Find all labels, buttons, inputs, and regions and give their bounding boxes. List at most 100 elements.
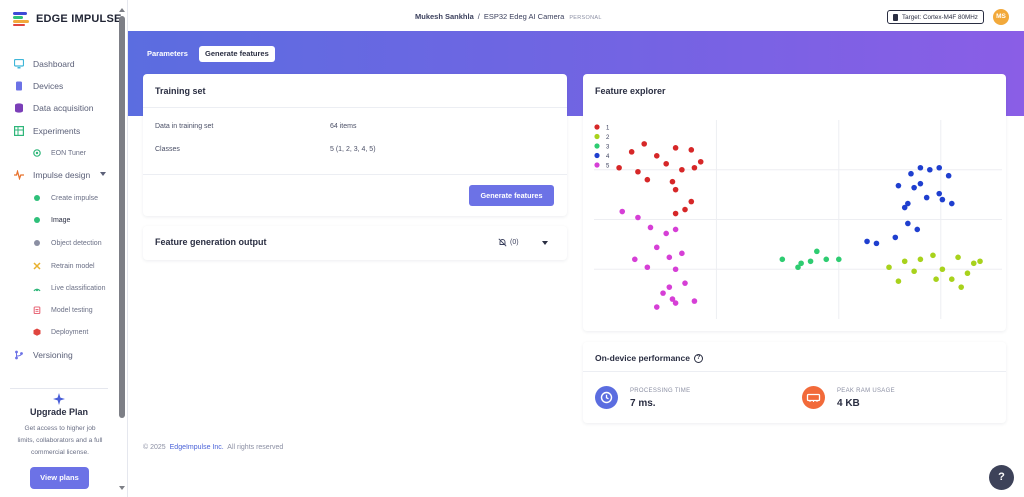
feature-explorer-scatter-plot[interactable]: 1 2 3 4 5 xyxy=(583,74,1006,331)
nav-dashboard[interactable]: Dashboard xyxy=(0,54,118,74)
data-point-class-1[interactable] xyxy=(672,210,679,217)
data-point-class-3[interactable] xyxy=(814,248,820,255)
notifications-toggle[interactable]: (0) xyxy=(498,238,519,247)
nav-deployment[interactable]: Deployment xyxy=(0,323,118,341)
data-point-class-2[interactable] xyxy=(955,254,961,261)
data-point-class-1[interactable] xyxy=(688,147,695,153)
data-point-class-4[interactable] xyxy=(905,200,911,207)
data-point-class-3[interactable] xyxy=(798,260,804,267)
data-point-class-5[interactable] xyxy=(660,290,666,296)
data-point-class-5[interactable] xyxy=(632,256,638,263)
data-point-class-2[interactable] xyxy=(933,276,939,282)
data-point-class-5[interactable] xyxy=(619,208,626,215)
logo[interactable]: EDGE IMPULSE xyxy=(13,12,122,26)
data-point-class-2[interactable] xyxy=(917,256,924,263)
nav-object-detection[interactable]: Object detection xyxy=(0,234,118,252)
nav-versioning[interactable]: Versioning xyxy=(0,345,118,365)
data-point-class-5[interactable] xyxy=(672,300,679,306)
data-point-class-4[interactable] xyxy=(945,172,952,179)
nav-retrain-model[interactable]: Retrain model xyxy=(0,257,118,275)
data-point-class-3[interactable] xyxy=(823,256,830,263)
data-point-class-5[interactable] xyxy=(666,284,673,290)
scroll-up-arrow-icon[interactable] xyxy=(119,8,125,12)
data-point-class-1[interactable] xyxy=(672,145,679,151)
help-button[interactable]: ? xyxy=(989,465,1014,490)
footer-company-link[interactable]: EdgeImpulse Inc. xyxy=(169,444,224,451)
data-point-class-1[interactable] xyxy=(697,158,704,165)
data-point-class-5[interactable] xyxy=(672,266,679,273)
data-point-class-2[interactable] xyxy=(948,276,955,282)
tab-parameters[interactable]: Parameters xyxy=(147,49,188,58)
nav-create-impulse[interactable]: Create impulse xyxy=(0,189,118,207)
data-point-class-1[interactable] xyxy=(653,153,660,159)
data-point-class-1[interactable] xyxy=(679,166,685,173)
data-point-class-5[interactable] xyxy=(691,298,698,304)
data-point-class-4[interactable] xyxy=(873,240,880,247)
data-point-class-4[interactable] xyxy=(923,194,930,201)
scroll-down-arrow-icon[interactable] xyxy=(119,486,125,490)
data-point-class-5[interactable] xyxy=(672,226,679,233)
data-point-class-1[interactable] xyxy=(691,164,698,171)
nav-data-acquisition[interactable]: Data acquisition xyxy=(0,98,118,118)
data-point-class-1[interactable] xyxy=(628,149,635,155)
data-point-class-2[interactable] xyxy=(901,258,908,265)
data-point-class-5[interactable] xyxy=(682,280,688,286)
data-point-class-2[interactable] xyxy=(895,278,902,284)
data-point-class-4[interactable] xyxy=(908,170,914,177)
sidebar-scrollbar-thumb[interactable] xyxy=(119,16,125,418)
help-circle-icon[interactable]: ? xyxy=(693,353,703,363)
data-point-class-1[interactable] xyxy=(663,160,669,167)
data-point-class-3[interactable] xyxy=(779,256,786,263)
data-point-class-1[interactable] xyxy=(669,178,676,185)
data-point-class-4[interactable] xyxy=(936,190,943,197)
data-point-class-1[interactable] xyxy=(616,164,622,171)
data-point-class-2[interactable] xyxy=(939,266,946,273)
data-point-class-5[interactable] xyxy=(679,250,685,257)
data-point-class-5[interactable] xyxy=(666,254,673,261)
data-point-class-4[interactable] xyxy=(895,182,902,189)
avatar[interactable]: MS xyxy=(993,9,1009,25)
data-point-class-2[interactable] xyxy=(977,258,983,265)
chevron-down-icon[interactable] xyxy=(542,241,548,245)
data-point-class-4[interactable] xyxy=(864,238,870,245)
data-point-class-2[interactable] xyxy=(886,264,892,271)
data-point-class-4[interactable] xyxy=(914,226,921,233)
tab-generate-features[interactable]: Generate features xyxy=(199,46,275,62)
feature-generation-output-card[interactable]: Feature generation output (0) xyxy=(143,226,567,260)
data-point-class-1[interactable] xyxy=(644,176,651,183)
data-point-class-2[interactable] xyxy=(958,284,964,290)
data-point-class-4[interactable] xyxy=(911,184,917,191)
nav-image[interactable]: Image xyxy=(0,211,118,229)
data-point-class-4[interactable] xyxy=(939,196,946,203)
data-point-class-1[interactable] xyxy=(682,206,688,213)
data-point-class-5[interactable] xyxy=(663,230,669,237)
data-point-class-1[interactable] xyxy=(641,141,648,147)
data-point-class-5[interactable] xyxy=(653,304,660,310)
legend-marker-2[interactable] xyxy=(594,133,600,140)
data-point-class-2[interactable] xyxy=(911,268,917,275)
data-point-class-1[interactable] xyxy=(635,168,641,175)
breadcrumb-project[interactable]: ESP32 Edeg AI Camera xyxy=(483,12,565,21)
data-point-class-5[interactable] xyxy=(644,264,651,271)
data-point-class-1[interactable] xyxy=(672,186,679,193)
legend-marker-5[interactable] xyxy=(594,162,600,168)
data-point-class-2[interactable] xyxy=(970,260,977,267)
data-point-class-5[interactable] xyxy=(669,296,676,302)
data-point-class-4[interactable] xyxy=(892,234,899,241)
data-point-class-4[interactable] xyxy=(901,204,908,211)
data-point-class-2[interactable] xyxy=(964,270,971,277)
data-point-class-4[interactable] xyxy=(948,200,955,207)
legend-marker-1[interactable] xyxy=(594,124,600,130)
data-point-class-4[interactable] xyxy=(936,164,943,171)
data-point-class-4[interactable] xyxy=(917,164,924,171)
data-point-class-5[interactable] xyxy=(647,224,654,231)
view-plans-button[interactable]: View plans xyxy=(30,467,89,489)
target-device-button[interactable]: Target: Cortex-M4F 80MHz xyxy=(887,10,984,24)
data-point-class-4[interactable] xyxy=(927,166,933,173)
nav-devices[interactable]: Devices xyxy=(0,76,118,96)
data-point-class-5[interactable] xyxy=(653,244,660,251)
data-point-class-3[interactable] xyxy=(795,264,801,271)
legend-marker-3[interactable] xyxy=(594,143,600,149)
nav-live-classification[interactable]: Live classification xyxy=(0,279,118,297)
breadcrumb-user[interactable]: Mukesh Sankhla xyxy=(415,12,474,21)
